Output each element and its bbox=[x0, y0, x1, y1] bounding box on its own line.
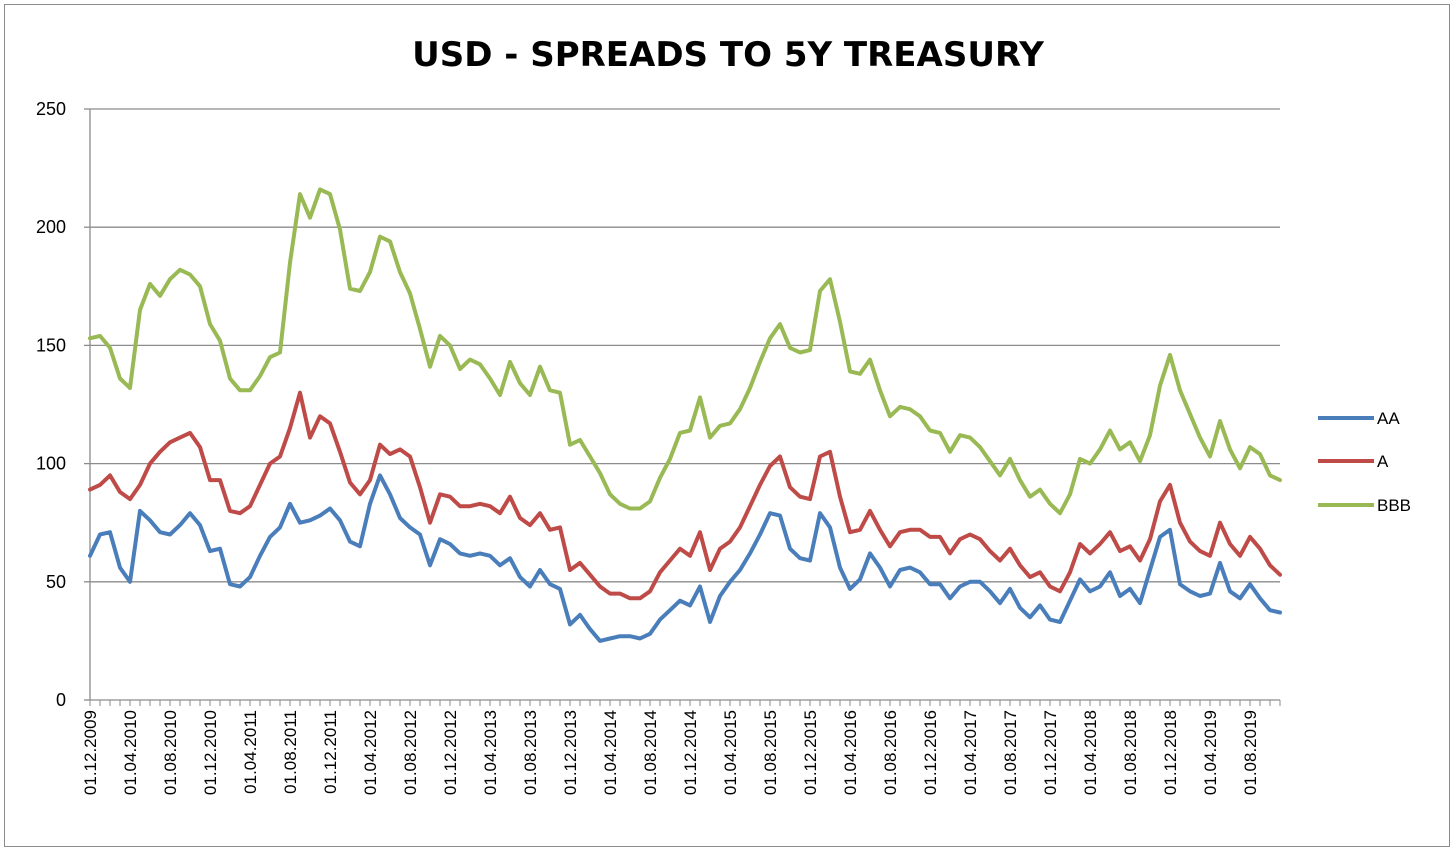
legend-item-a: A bbox=[1318, 452, 1389, 471]
x-tick-label: 01.08.2018 bbox=[1121, 710, 1140, 795]
x-tick-label: 01.04.2013 bbox=[481, 710, 500, 795]
x-tick-label: 01.04.2012 bbox=[361, 710, 380, 795]
series-lines bbox=[88, 187, 1282, 643]
y-tick-label: 150 bbox=[36, 335, 66, 355]
x-tick-label: 01.04.2017 bbox=[961, 710, 980, 795]
x-tick-label: 01.08.2013 bbox=[521, 710, 540, 795]
x-tick-label: 01.08.2016 bbox=[881, 710, 900, 795]
x-tick-label: 01.04.2019 bbox=[1201, 710, 1220, 795]
y-axis-ticks: 0 50 100 150 200 250 bbox=[36, 99, 90, 710]
x-tick-label: 01.12.2009 bbox=[81, 710, 100, 795]
x-tick-label: 01.08.2015 bbox=[761, 710, 780, 795]
x-tick-label: 01.12.2012 bbox=[441, 710, 460, 795]
x-tick-label: 01.12.2010 bbox=[201, 710, 220, 795]
y-tick-label: 0 bbox=[56, 690, 66, 710]
x-tick-label: 01.08.2014 bbox=[641, 710, 660, 795]
x-tick-label: 01.12.2018 bbox=[1161, 710, 1180, 795]
x-tick-label: 01.12.2016 bbox=[921, 710, 940, 795]
x-tick-label: 01.12.2014 bbox=[681, 710, 700, 795]
x-tick-label: 01.12.2015 bbox=[801, 710, 820, 795]
y-tick-label: 200 bbox=[36, 217, 66, 237]
legend-label: AA bbox=[1377, 409, 1400, 428]
x-tick-label: 01.08.2019 bbox=[1241, 710, 1260, 795]
series-line-a bbox=[88, 390, 1282, 601]
axes bbox=[89, 109, 1280, 701]
x-tick-label: 01.08.2011 bbox=[281, 710, 300, 794]
x-tick-label: 01.04.2011 bbox=[241, 710, 260, 794]
x-tick-label: 01.12.2011 bbox=[321, 710, 340, 794]
x-tick-label: 01.08.2010 bbox=[161, 710, 180, 795]
series-line-aa bbox=[88, 473, 1282, 643]
x-tick-label: 01.04.2016 bbox=[841, 710, 860, 795]
x-tick-label: 01.04.2015 bbox=[721, 710, 740, 795]
y-tick-label: 50 bbox=[46, 572, 66, 592]
x-tick-label: 01.04.2010 bbox=[121, 710, 140, 795]
x-tick-label: 01.08.2012 bbox=[401, 710, 420, 795]
series-line-bbb bbox=[88, 187, 1282, 516]
legend-label: A bbox=[1377, 452, 1389, 471]
x-tick-label: 01.04.2018 bbox=[1081, 710, 1100, 795]
x-tick-label: 01.04.2014 bbox=[601, 710, 620, 795]
x-tick-label: 01.12.2017 bbox=[1041, 710, 1060, 795]
legend-item-aa: AA bbox=[1318, 409, 1400, 428]
y-tick-label: 100 bbox=[36, 454, 66, 474]
grid-lines bbox=[90, 108, 1280, 583]
x-tick-label: 01.12.2013 bbox=[561, 710, 580, 795]
y-tick-label: 250 bbox=[36, 99, 66, 119]
chart-title: USD - SPREADS TO 5Y TREASURY bbox=[412, 35, 1044, 75]
legend-item-bbb: BBB bbox=[1318, 496, 1411, 515]
legend-label: BBB bbox=[1377, 496, 1411, 515]
x-axis-ticks: 01.12.2009 01.04.2010 01.08.2010 01.12.2010… bbox=[81, 700, 1281, 795]
x-tick-label: 01.08.2017 bbox=[1001, 710, 1020, 795]
